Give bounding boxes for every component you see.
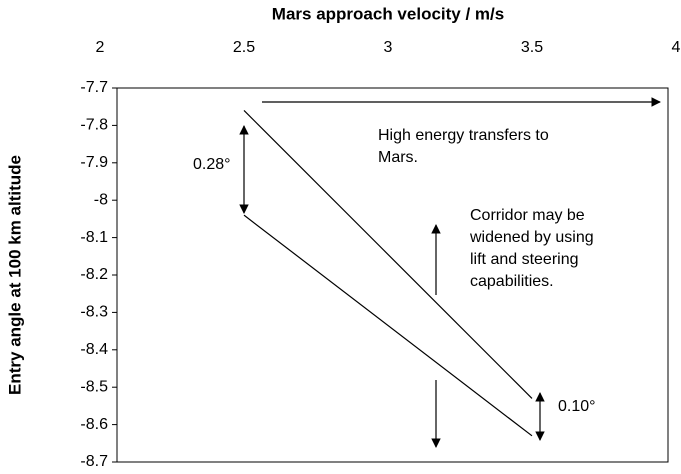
y-tick-label: -8.2: [80, 266, 108, 283]
y-tick-label: -7.8: [80, 117, 108, 134]
series-line: [243, 110, 533, 399]
y-axis-label: Entry angle at 100 km altitude: [5, 155, 24, 395]
x-tick-label: 3: [384, 39, 393, 56]
y-tick-label: -8.1: [80, 229, 108, 246]
annotation: 0.10°: [558, 398, 596, 415]
y-tick-label: -8: [94, 191, 108, 208]
annotation: Mars.: [378, 149, 418, 166]
arrows: [239, 97, 661, 448]
y-tick-label: -8.6: [80, 416, 108, 433]
annotation: Corridor may be: [470, 207, 585, 224]
y-tick-label: -8.3: [80, 304, 108, 321]
x-tick-label: 2: [96, 39, 105, 56]
y-tick-label: -7.7: [80, 79, 108, 96]
annotation: 0.28°: [193, 156, 231, 173]
x-tick-label: 2.5: [233, 39, 255, 56]
annotation: High energy transfers to: [378, 127, 549, 144]
annotation: lift and steering: [470, 251, 579, 268]
annotation: widened by using: [469, 229, 594, 246]
x-tick-label: 3.5: [521, 39, 543, 56]
series-line: [243, 214, 533, 437]
y-tick-label: -7.9: [80, 154, 108, 171]
y-tick-label: -8.4: [80, 341, 108, 358]
annotation: capabilities.: [470, 273, 554, 290]
x-tick-label: 4: [672, 39, 681, 56]
y-tick-label: -8.5: [80, 378, 108, 395]
y-tick-label: -8.7: [80, 453, 108, 470]
chart-title: Mars approach velocity / m/s: [272, 4, 504, 23]
